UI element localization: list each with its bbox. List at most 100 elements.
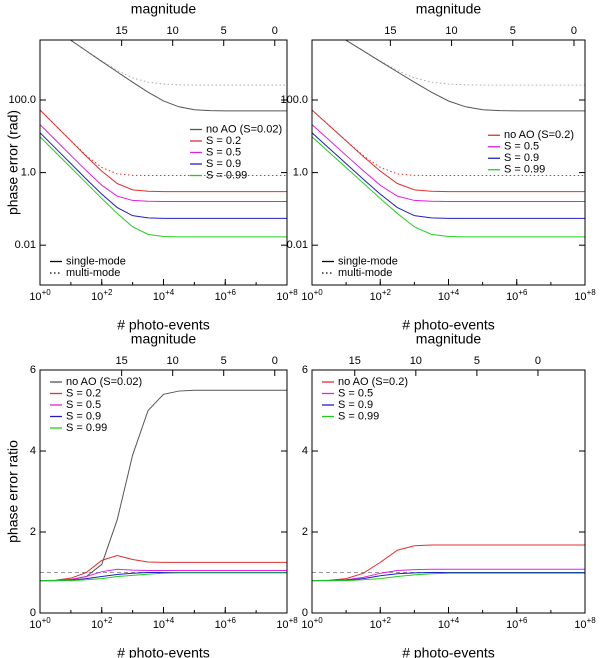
x-tick-label: 10+6 — [215, 288, 237, 303]
plot-frame — [311, 369, 586, 614]
x2-tick-label: 15 — [384, 25, 396, 37]
x2-tick-label: 10 — [167, 25, 179, 37]
series-line — [70, 40, 287, 112]
style-legend-label: single-mode — [66, 255, 126, 267]
series-line — [40, 572, 287, 582]
x2-tick-label: 15 — [116, 25, 128, 37]
style-legend-label: multi-mode — [66, 267, 120, 279]
x2-tick-label: 10 — [410, 355, 422, 367]
legend-label: S = 0.99 — [206, 169, 247, 181]
x2-axis-title: magnitude — [416, 1, 482, 17]
x2-tick-label: 0 — [571, 25, 577, 37]
legend-label: S = 0.5 — [66, 399, 101, 411]
x-tick-label: 10+6 — [506, 288, 528, 303]
series-line — [40, 124, 287, 202]
x-axis-title: # photo-events — [402, 317, 495, 333]
legend-label: S = 0.5 — [338, 387, 373, 399]
y-tick-label: 100.0 — [280, 94, 308, 106]
x-tick-label: 10+4 — [438, 288, 460, 303]
style-legend-label: multi-mode — [338, 267, 392, 279]
y-tick-label: 6 — [30, 364, 36, 376]
series-line — [312, 109, 585, 193]
y-tick-label: 100.0 — [8, 94, 36, 106]
legend-label: no AO (S=0.02) — [66, 376, 142, 388]
x-tick-label: 10+0 — [29, 288, 51, 303]
legend-label: S = 0.9 — [338, 399, 373, 411]
x2-tick-label: 5 — [474, 355, 480, 367]
series-line — [312, 124, 585, 202]
y-tick-label: 1.0 — [21, 167, 36, 179]
series-line — [40, 109, 287, 193]
x-tick-label: 10+2 — [370, 616, 392, 631]
y-tick-label: 4 — [302, 445, 308, 457]
x-tick-label: 10+2 — [370, 288, 392, 303]
y-axis-title: phase error ratio — [5, 440, 21, 543]
x-axis-title: # photo-events — [402, 645, 495, 658]
panel: 10+0 10+2 10+4 10+6 10+8 15 10 5 0 0 2 4 6 magnitude #… — [301, 331, 596, 658]
legend-label: S = 0.5 — [206, 146, 241, 158]
series-line — [312, 572, 585, 582]
series-line — [312, 568, 585, 582]
series-line — [312, 132, 585, 219]
y-axis-title: phase error (rad) — [5, 110, 21, 215]
series-line — [345, 40, 585, 112]
x2-tick-label: 5 — [221, 355, 227, 367]
x2-tick-label: 5 — [510, 25, 516, 37]
legend-label: S = 0.9 — [206, 158, 241, 170]
legend-label: S = 0.9 — [504, 152, 539, 164]
x-tick-label: 10+0 — [29, 616, 51, 631]
x-tick-label: 10+4 — [153, 616, 175, 631]
legend-label: no AO (S=0.2) — [504, 129, 574, 141]
x2-tick-label: 15 — [116, 355, 128, 367]
legend-label: S = 0.99 — [338, 410, 379, 422]
x2-tick-label: 0 — [272, 25, 278, 37]
x2-axis-title: magnitude — [131, 1, 197, 17]
legend-label: S = 0.99 — [66, 422, 107, 434]
series-line — [312, 572, 585, 582]
y-tick-label: 0 — [302, 607, 308, 619]
x2-tick-label: 15 — [349, 355, 361, 367]
x-tick-label: 10+4 — [153, 288, 175, 303]
y-tick-label: 0.01 — [287, 239, 308, 251]
y-tick-label: 1.0 — [293, 167, 308, 179]
series-line — [40, 136, 287, 238]
x-tick-label: 10+2 — [91, 616, 113, 631]
x2-tick-label: 5 — [221, 25, 227, 37]
x-tick-label: 10+0 — [301, 616, 323, 631]
series-line — [40, 568, 287, 582]
series-line — [312, 544, 585, 582]
legend-label: S = 0.9 — [66, 410, 101, 422]
legend-label: S = 0.2 — [66, 387, 101, 399]
plot-frame — [311, 39, 586, 286]
x2-axis-title: magnitude — [416, 331, 482, 347]
x2-tick-label: 0 — [535, 355, 541, 367]
series-line — [40, 132, 287, 219]
legend-label: no AO (S=0.2) — [338, 376, 408, 388]
panel: 10+0 10+2 10+4 10+6 10+8 15 10 5 0 0.01 1.0 100.0 ma… — [280, 1, 596, 333]
x-tick-label: 10+8 — [574, 288, 596, 303]
x2-tick-label: 10 — [167, 355, 179, 367]
x-axis-title: # photo-events — [117, 645, 210, 658]
style-legend-label: single-mode — [338, 255, 398, 267]
x-tick-label: 10+2 — [91, 288, 113, 303]
legend-label: S = 0.5 — [504, 141, 539, 153]
series-line — [312, 136, 585, 238]
x-tick-label: 10+4 — [438, 616, 460, 631]
x-tick-label: 10+6 — [506, 616, 528, 631]
x-tick-label: 10+8 — [276, 616, 298, 631]
x-tick-label: 10+8 — [574, 616, 596, 631]
legend-label: S = 0.99 — [504, 164, 545, 176]
series-line — [40, 554, 287, 582]
y-tick-label: 4 — [30, 445, 36, 457]
x2-axis-title: magnitude — [131, 331, 197, 347]
legend-label: S = 0.2 — [206, 135, 241, 147]
legend-label: no AO (S=0.02) — [206, 123, 282, 135]
x2-tick-label: 10 — [445, 25, 457, 37]
x2-tick-label: 0 — [272, 355, 278, 367]
y-tick-label: 2 — [302, 526, 308, 538]
panel: 10+0 10+2 10+4 10+6 10+8 15 10 5 0 0 2 4 6 magnitude #… — [5, 331, 299, 658]
x-axis-title: # photo-events — [117, 317, 210, 333]
series-line — [40, 109, 287, 177]
x-tick-label: 10+8 — [276, 288, 298, 303]
